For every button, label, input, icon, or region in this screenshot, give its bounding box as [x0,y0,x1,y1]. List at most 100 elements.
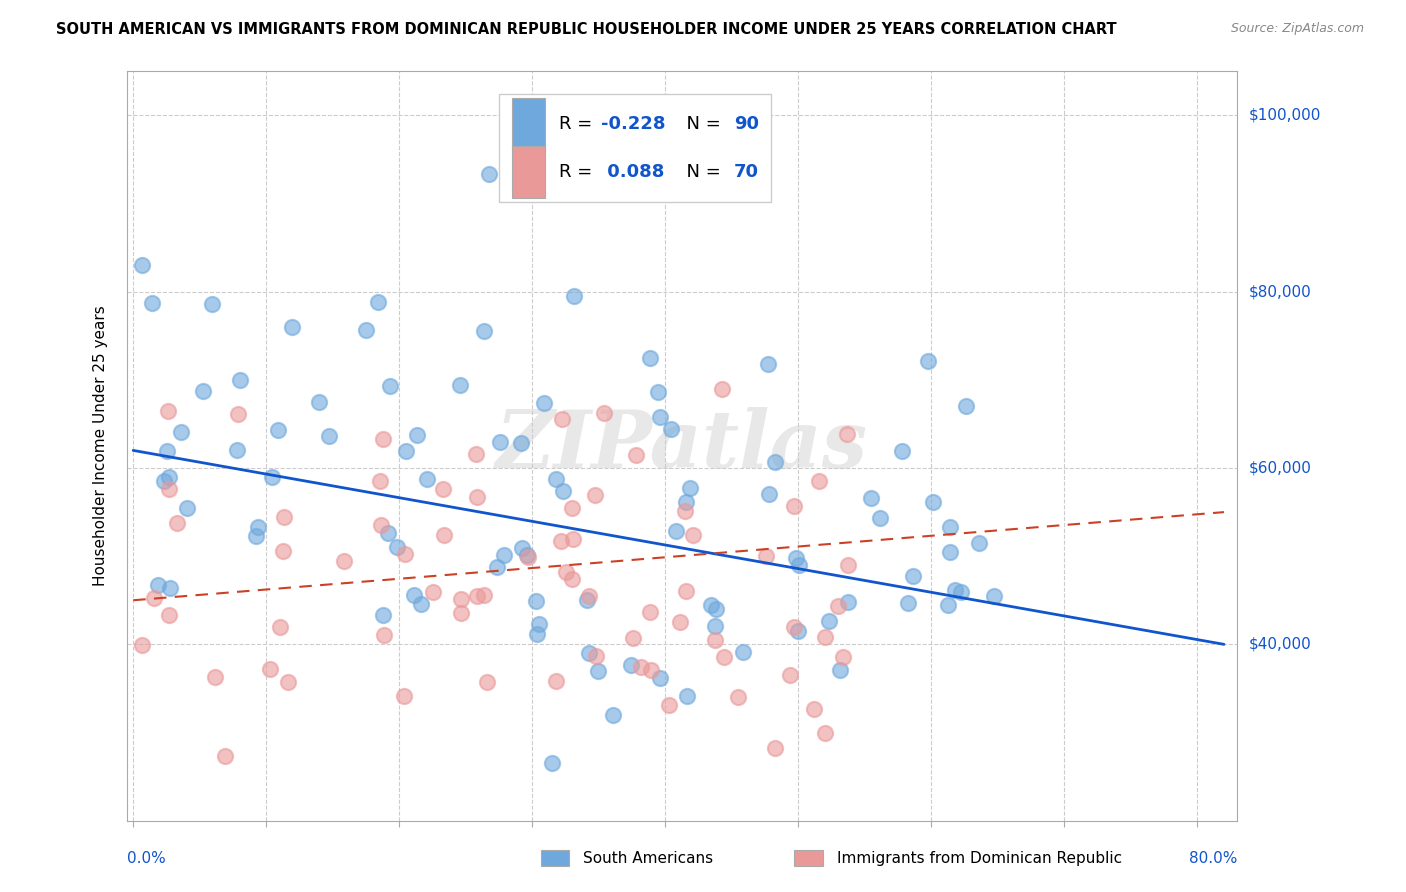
Bar [512,98,546,151]
Point [561,501,583,516]
Point [593,406,616,420]
Point [546,471,568,485]
Point [807,475,830,489]
Point [524,594,547,608]
FancyBboxPatch shape [499,94,770,202]
Bar [512,145,546,198]
Point [318,428,340,442]
Point [814,630,837,644]
Text: Immigrants from Dominican Republic: Immigrants from Dominican Republic [837,851,1122,865]
Point [711,382,734,396]
Point [785,550,807,565]
Point [578,646,600,660]
Point [936,598,959,612]
Point [763,741,786,756]
Point [860,491,883,505]
Point [191,384,214,398]
Point [131,638,153,652]
Point [394,547,416,561]
Point [675,689,697,703]
Point [624,448,647,462]
Point [551,412,574,426]
Point [621,631,644,645]
Point [226,443,249,458]
Text: $40,000: $40,000 [1249,637,1312,652]
Point [813,726,835,740]
Text: 0.0%: 0.0% [127,851,166,866]
Point [679,481,702,495]
Point [939,545,962,559]
Point [943,583,966,598]
Point [450,606,472,620]
Point [472,325,495,339]
Text: $100,000: $100,000 [1249,108,1320,123]
Point [640,663,662,677]
Point [763,455,786,469]
Point [783,620,806,634]
Point [486,559,509,574]
Point [228,373,250,387]
Point [630,660,652,674]
Point [758,487,780,501]
Point [308,395,330,409]
Point [832,650,855,665]
Point [640,351,662,365]
Point [156,404,179,418]
Point [354,323,377,337]
Point [675,495,697,509]
Point [703,618,725,632]
Point [245,528,267,542]
Point [529,617,551,632]
Point [533,395,555,409]
Point [917,354,939,368]
Point [544,674,567,689]
Point [756,357,779,371]
Point [754,549,776,564]
Point [409,597,432,611]
Point [146,578,169,592]
Point [226,407,249,421]
Text: $60,000: $60,000 [1249,460,1312,475]
Point [818,614,841,628]
Point [402,588,425,602]
Point [246,520,269,534]
Point [554,565,576,579]
Point [673,504,696,518]
Point [271,544,294,558]
Text: -0.228: -0.228 [600,115,665,133]
Point [803,701,825,715]
Point [269,620,291,634]
Point [450,591,472,606]
Point [259,662,281,676]
Text: R =: R = [558,163,598,181]
Point [922,494,945,508]
Text: SOUTH AMERICAN VS IMMIGRANTS FROM DOMINICAN REPUBLIC HOUSEHOLDER INCOME UNDER 25: SOUTH AMERICAN VS IMMIGRANTS FROM DOMINI… [56,22,1116,37]
Point [837,595,859,609]
Point [262,470,284,484]
Point [465,447,488,461]
Point [675,583,697,598]
Point [665,524,688,538]
Point [901,568,924,582]
Point [214,748,236,763]
Point [638,606,661,620]
Point [378,379,401,393]
Text: 0.088: 0.088 [600,163,664,181]
Point [526,626,548,640]
Point [837,558,859,572]
Point [669,615,692,629]
Text: 80.0%: 80.0% [1189,851,1237,866]
Point [703,633,725,648]
Point [583,488,606,502]
Point [465,490,488,504]
Point [983,590,1005,604]
Point [648,409,671,424]
Bar [541,850,569,866]
Point [474,588,496,602]
Point [835,426,858,441]
Point [152,474,174,488]
Point [713,649,735,664]
Point [830,663,852,677]
Point [827,599,849,614]
Point [731,645,754,659]
